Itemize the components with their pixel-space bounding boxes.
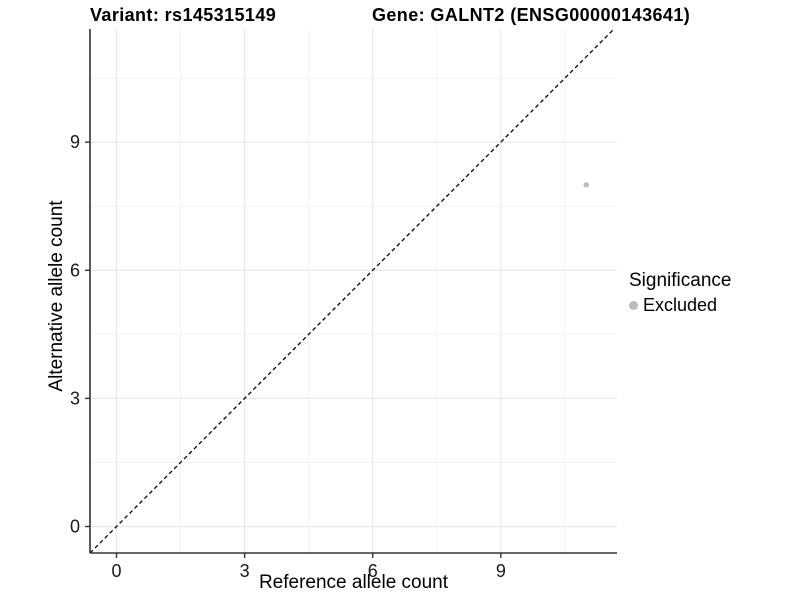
data-point-excluded bbox=[583, 182, 590, 188]
legend-item-label: Excluded bbox=[643, 295, 718, 315]
x-tick-label: 9 bbox=[496, 561, 506, 581]
y-tick-label: 3 bbox=[70, 388, 80, 408]
x-axis-title: Reference allele count bbox=[258, 572, 449, 593]
y-tick-label: 6 bbox=[70, 260, 80, 280]
y-tick-label: 9 bbox=[70, 132, 80, 152]
chart-title-gene: Gene: GALNT2 (ENSG00000143641) bbox=[372, 5, 691, 25]
x-tick-label: 3 bbox=[240, 561, 250, 581]
legend-title: Significance bbox=[629, 270, 732, 291]
legend: Significance Excluded bbox=[629, 270, 731, 316]
y-axis-title: Alternative allele count bbox=[46, 200, 67, 392]
y-tick-label: 0 bbox=[70, 517, 80, 537]
legend-item-excluded: Excluded bbox=[629, 295, 731, 316]
identity-dashed-line bbox=[89, 28, 615, 554]
legend-point-icon bbox=[629, 301, 638, 310]
x-tick-label: 0 bbox=[111, 561, 121, 581]
chart-title-variant: Variant: rs145315149 bbox=[90, 5, 277, 25]
x-tick-label: 6 bbox=[368, 561, 378, 581]
